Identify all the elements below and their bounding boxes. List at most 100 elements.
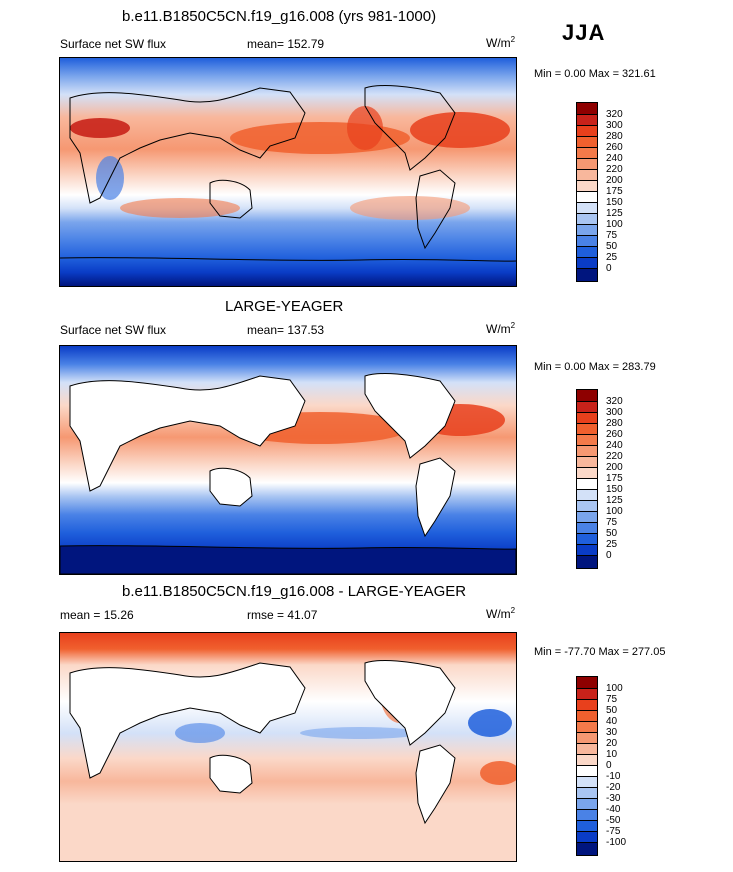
colorbar-label: 50 — [606, 705, 618, 716]
colorbar-swatch — [577, 269, 597, 281]
colorbar-label: 150 — [606, 197, 623, 208]
colorbar-swatch — [577, 766, 597, 777]
colorbar-label: 260 — [606, 142, 623, 153]
colorbar-swatch — [577, 247, 597, 258]
colorbar-swatch — [577, 755, 597, 766]
colorbar-label: -50 — [606, 815, 621, 826]
colorbar-swatch — [577, 402, 597, 413]
colorbar-swatch — [577, 435, 597, 446]
colorbar-label: 75 — [606, 517, 618, 528]
season-label: JJA — [562, 20, 606, 45]
colorbar-label: 175 — [606, 473, 623, 484]
colorbar-swatch — [577, 523, 597, 534]
colorbar-label: 240 — [606, 153, 623, 164]
colorbar-swatch — [577, 832, 597, 843]
panel2-mean: mean= 137.53 — [247, 323, 325, 337]
colorbar-swatch — [577, 490, 597, 501]
panel3-rmse: rmse = 41.07 — [247, 608, 318, 622]
colorbar-label: 40 — [606, 716, 618, 727]
colorbar-swatch — [577, 181, 597, 192]
colorbar-label: -20 — [606, 782, 621, 793]
colorbar-swatch — [577, 689, 597, 700]
colorbar-label: 280 — [606, 418, 623, 429]
panel2-minmax: Min = 0.00 Max = 283.79 — [534, 361, 656, 373]
colorbar-swatch — [577, 115, 597, 126]
colorbar-swatch — [577, 744, 597, 755]
panel3-mean: mean = 15.26 — [60, 608, 134, 622]
colorbar-swatch — [577, 424, 597, 435]
colorbar-swatch — [577, 170, 597, 181]
colorbar-label: 0 — [606, 263, 612, 274]
colorbar-label: 75 — [606, 230, 618, 241]
colorbar-swatch — [577, 700, 597, 711]
colorbar-label: 100 — [606, 506, 623, 517]
colorbar-swatch — [577, 236, 597, 247]
panel2-title: LARGE-YEAGER — [225, 298, 344, 315]
colorbar-label: 175 — [606, 186, 623, 197]
colorbar-swatch — [577, 468, 597, 479]
colorbar-swatch — [577, 203, 597, 214]
panel3-units: W/m2 — [486, 606, 516, 621]
colorbar-label: 30 — [606, 727, 618, 738]
panel1-map — [59, 57, 517, 287]
colorbar-swatch — [577, 126, 597, 137]
colorbar-label: 0 — [606, 550, 612, 561]
panel3-map — [59, 632, 517, 862]
colorbar-label: 220 — [606, 451, 623, 462]
colorbar-label: -10 — [606, 771, 621, 782]
panel1-minmax: Min = 0.00 Max = 321.61 — [534, 68, 656, 80]
colorbar-swatch — [577, 711, 597, 722]
colorbar-label: 50 — [606, 528, 618, 539]
colorbar-swatch — [577, 214, 597, 225]
colorbar-label: 200 — [606, 175, 623, 186]
panel1-variable: Surface net SW flux — [60, 37, 167, 51]
panel2-variable: Surface net SW flux — [60, 323, 167, 337]
colorbar-swatch — [577, 446, 597, 457]
colorbar-swatch — [577, 788, 597, 799]
panel1-map-graphic — [60, 58, 516, 286]
colorbar-swatch — [577, 799, 597, 810]
colorbar-label: 25 — [606, 252, 618, 263]
colorbar-swatch — [577, 103, 597, 115]
panel3-minmax: Min = -77.70 Max = 277.05 — [534, 646, 666, 658]
colorbar-label: 300 — [606, 407, 623, 418]
colorbar-label: 75 — [606, 694, 618, 705]
colorbar-label: 320 — [606, 396, 623, 407]
colorbar-label: 100 — [606, 683, 623, 694]
colorbar-label: 100 — [606, 219, 623, 230]
colorbar-label: 25 — [606, 539, 618, 550]
colorbar-label: -100 — [606, 837, 627, 848]
panel1-title: b.e11.B1850C5CN.f19_g16.008 (yrs 981-100… — [122, 8, 437, 25]
colorbar-label: 260 — [606, 429, 623, 440]
colorbar-swatch — [577, 390, 597, 402]
colorbar-swatch — [577, 192, 597, 203]
colorbar-label: 280 — [606, 131, 623, 142]
panel3-title: b.e11.B1850C5CN.f19_g16.008 - LARGE-YEAG… — [122, 583, 467, 600]
colorbar-swatch — [577, 545, 597, 556]
colorbar-label: -75 — [606, 826, 621, 837]
colorbar-swatch — [577, 225, 597, 236]
panel3-map-graphic — [60, 633, 516, 861]
colorbar-swatch — [577, 556, 597, 568]
colorbar-label: 320 — [606, 109, 623, 120]
colorbar-swatch — [577, 457, 597, 468]
panel1-colorbar — [576, 102, 598, 282]
panel2-colorbar — [576, 389, 598, 569]
colorbar-swatch — [577, 821, 597, 832]
colorbar-label: -40 — [606, 804, 621, 815]
colorbar-swatch — [577, 148, 597, 159]
colorbar-swatch — [577, 258, 597, 269]
colorbar-label: -30 — [606, 793, 621, 804]
panel2-map — [59, 345, 517, 575]
colorbar-swatch — [577, 843, 597, 855]
panel1-units: W/m2 — [486, 35, 516, 50]
colorbar-swatch — [577, 512, 597, 523]
colorbar-label: 125 — [606, 208, 623, 219]
colorbar-swatch — [577, 479, 597, 490]
colorbar-swatch — [577, 722, 597, 733]
colorbar-label: 200 — [606, 462, 623, 473]
colorbar-label: 10 — [606, 749, 618, 760]
colorbar-label: 0 — [606, 760, 612, 771]
colorbar-swatch — [577, 159, 597, 170]
colorbar-swatch — [577, 534, 597, 545]
